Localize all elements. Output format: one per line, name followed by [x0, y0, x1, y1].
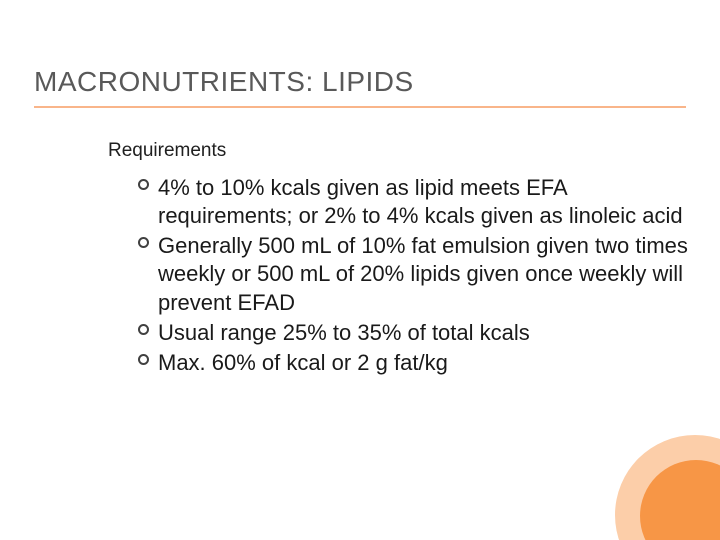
title-underline [34, 106, 686, 108]
list-item: 4% to 10% kcals given as lipid meets EFA… [138, 174, 690, 230]
slide: MACRONUTRIENTS: LIPIDS Requirements 4% t… [0, 0, 720, 540]
ring-bullet-icon [138, 319, 158, 335]
slide-title: MACRONUTRIENTS: LIPIDS [34, 66, 414, 98]
bullet-list: 4% to 10% kcals given as lipid meets EFA… [138, 174, 690, 379]
list-item: Usual range 25% to 35% of total kcals [138, 319, 690, 347]
list-item: Generally 500 mL of 10% fat emulsion giv… [138, 232, 690, 316]
slide-subheading: Requirements [108, 140, 226, 162]
ring-bullet-icon [138, 174, 158, 190]
bullet-text: Max. 60% of kcal or 2 g fat/kg [158, 349, 690, 377]
bullet-text: 4% to 10% kcals given as lipid meets EFA… [158, 174, 690, 230]
bullet-text: Generally 500 mL of 10% fat emulsion giv… [158, 232, 690, 316]
ring-bullet-icon [138, 232, 158, 248]
bullet-text: Usual range 25% to 35% of total kcals [158, 319, 690, 347]
ring-bullet-icon [138, 349, 158, 365]
list-item: Max. 60% of kcal or 2 g fat/kg [138, 349, 690, 377]
